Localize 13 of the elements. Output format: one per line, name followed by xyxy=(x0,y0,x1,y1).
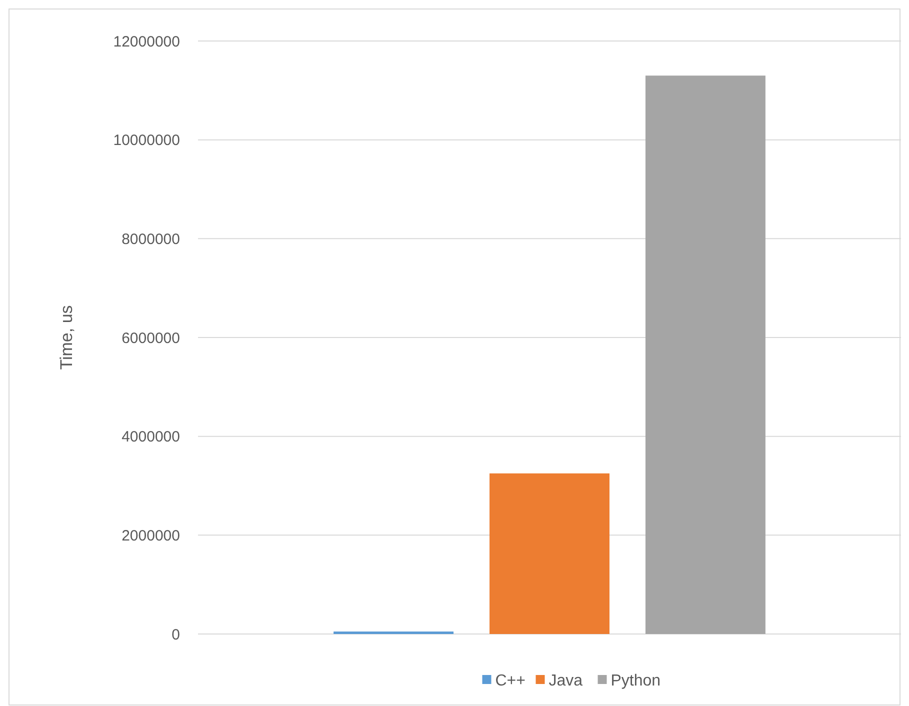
bar xyxy=(490,473,610,634)
legend-label: C++ xyxy=(495,672,526,690)
y-tick-label: 2000000 xyxy=(122,527,180,544)
legend-label: Java xyxy=(548,672,583,690)
y-axis-title: Time, us xyxy=(57,305,76,370)
y-tick-label: 6000000 xyxy=(122,330,180,347)
y-tick-label: 10000000 xyxy=(113,132,180,150)
legend-label: Python xyxy=(610,672,661,690)
y-tick-label: 0 xyxy=(172,626,180,644)
y-tick-label: 4000000 xyxy=(122,428,180,446)
bar xyxy=(645,76,766,634)
y-tick-label: 8000000 xyxy=(122,230,180,248)
y-tick-label: 12000000 xyxy=(113,33,180,50)
